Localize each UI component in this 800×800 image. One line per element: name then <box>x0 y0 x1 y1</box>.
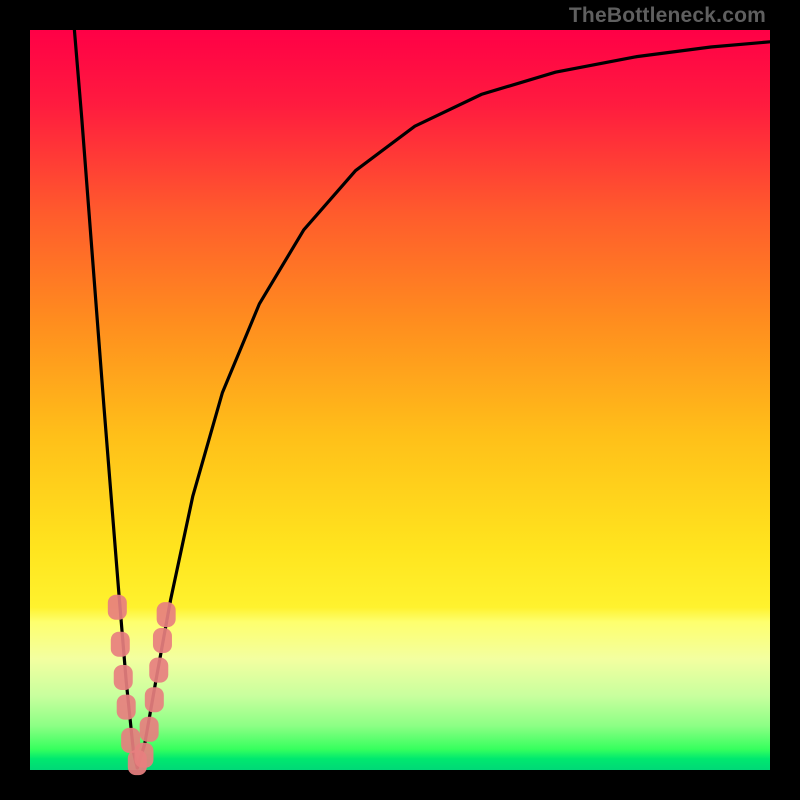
data-marker <box>145 687 164 712</box>
data-marker <box>108 595 127 620</box>
data-marker <box>134 743 153 768</box>
chart-container: TheBottleneck.com <box>0 0 800 800</box>
data-marker <box>153 628 172 653</box>
data-marker <box>140 717 159 742</box>
data-marker <box>114 665 133 690</box>
watermark-text: TheBottleneck.com <box>569 4 766 28</box>
chart-svg <box>30 30 770 770</box>
gradient-background <box>30 30 770 770</box>
plot-area <box>30 30 770 770</box>
data-marker <box>117 695 136 720</box>
data-marker <box>149 658 168 683</box>
data-marker <box>111 632 130 657</box>
data-marker <box>157 602 176 627</box>
